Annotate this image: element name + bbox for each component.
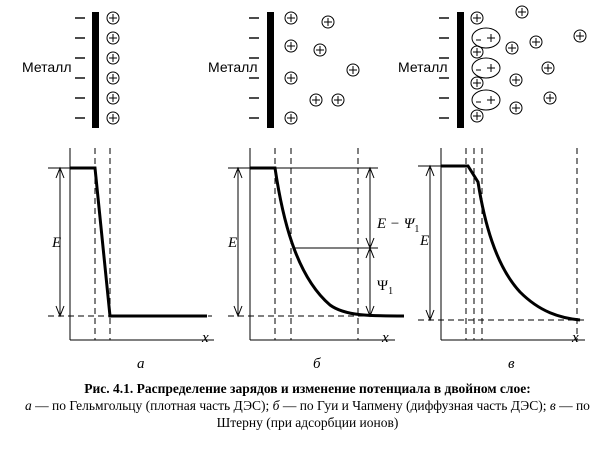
positive-ion [346, 63, 360, 77]
caption-text-b: — по Гуи и Чапмену (диффузная часть ДЭС)… [279, 398, 550, 413]
electrode-plate [457, 12, 464, 128]
charge-panel-a: Металл [22, 11, 120, 128]
positive-ion [106, 111, 120, 125]
positive-ion [470, 45, 484, 59]
positive-ion [106, 91, 120, 105]
caption-letter-c: в [549, 398, 556, 413]
panel-letter: б [313, 356, 321, 372]
caption-letter-a: а [25, 398, 32, 413]
arrow-head [365, 166, 375, 179]
positive-ions [470, 5, 587, 123]
electrode-plate [267, 12, 274, 128]
caption-letter-b: б [272, 398, 280, 413]
potential-panel-b: E E − Ψ1 Ψ1 x б [227, 148, 419, 372]
positive-ion [106, 11, 120, 25]
positive-ion [509, 101, 523, 115]
metal-label: Металл [398, 59, 448, 75]
positive-ions [284, 11, 360, 125]
negative-charges [75, 17, 85, 119]
positive-ion [543, 91, 557, 105]
arrow-head [365, 246, 375, 259]
positive-ion [505, 41, 519, 55]
adsorbed-ion [471, 57, 501, 79]
arrow-head [233, 166, 243, 179]
potential-label: E [419, 233, 429, 249]
x-axis-label: x [381, 330, 389, 346]
adsorbed-ion [471, 27, 501, 49]
figure-caption: Рис. 4.1. Распределение зарядов и измене… [10, 380, 605, 431]
negative-charges [439, 17, 449, 119]
positive-ion [573, 29, 587, 43]
arrow-head [425, 164, 435, 177]
negative-charges [249, 17, 259, 119]
adsorbed-ion [471, 89, 501, 111]
charge-panel-c: Металл [398, 5, 587, 128]
positive-ions [106, 11, 120, 125]
arrow-head [233, 305, 243, 318]
positive-ion [284, 71, 298, 85]
positive-ion [284, 111, 298, 125]
potential-panel-a: E x а [48, 148, 214, 372]
metal-label: Металл [22, 59, 72, 75]
positive-ion [529, 35, 543, 49]
potential-panel-c: E x в [418, 148, 585, 372]
positive-ion [284, 39, 298, 53]
positive-ion [470, 109, 484, 123]
potential-curve [250, 166, 405, 318]
label-psi: Ψ1 [377, 278, 393, 297]
positive-ion [541, 61, 555, 75]
positive-ion [515, 5, 529, 19]
positive-ion [321, 15, 335, 29]
panel-letter: в [508, 356, 515, 372]
charge-panel-b: Металл [208, 11, 360, 128]
positive-ion [106, 51, 120, 65]
panel-letter: а [137, 356, 145, 372]
positive-ion [106, 31, 120, 45]
potential-label: E [227, 235, 237, 251]
potential-curve [441, 164, 581, 322]
positive-ion [106, 71, 120, 85]
positive-ion [470, 11, 484, 25]
label-E-minus-psi: E − Ψ1 [376, 216, 419, 235]
x-axis-label: x [571, 330, 579, 346]
caption-title: Рис. 4.1. Распределение зарядов и измене… [84, 381, 531, 396]
x-axis-label: x [201, 330, 209, 346]
positive-ion [309, 93, 323, 107]
positive-ion [470, 76, 484, 90]
arrow-head [55, 305, 65, 318]
caption-text-a: — по Гельмгольцу (плотная часть ДЭС); [31, 398, 273, 413]
positive-ion [331, 93, 345, 107]
arrow-head [425, 309, 435, 322]
potential-label: E [51, 235, 61, 251]
potential-curve [70, 166, 207, 318]
adsorbed-ions [471, 27, 501, 111]
arrow-head [55, 166, 65, 179]
figure-double-layer: Металл Металл Металл E x а [22, 5, 587, 372]
positive-ion [313, 43, 327, 57]
metal-label: Металл [208, 59, 258, 75]
positive-ion [284, 11, 298, 25]
positive-ion [509, 73, 523, 87]
electrode-plate [92, 12, 99, 128]
caption-text-c: — по Штерну (при адсорбции ионов) [216, 398, 590, 430]
